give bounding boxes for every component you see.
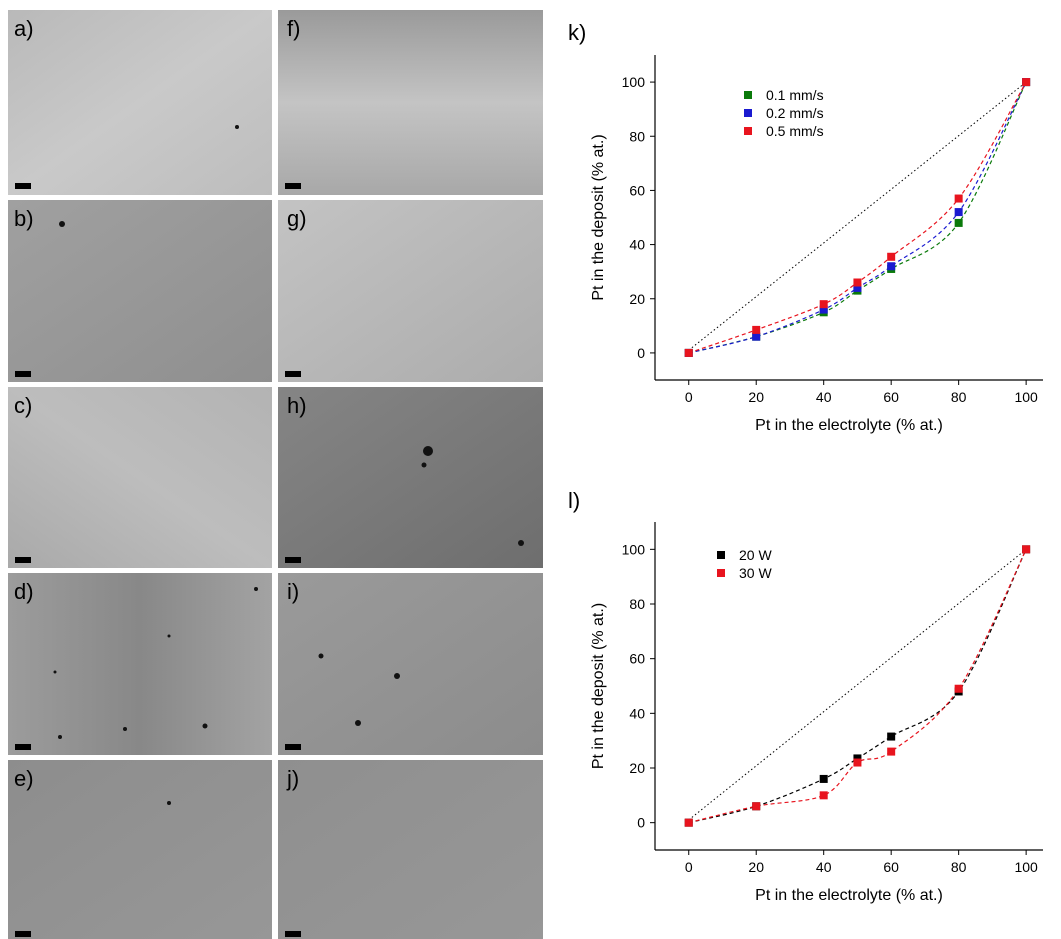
data-point [955, 208, 963, 216]
sem-image [278, 760, 543, 939]
data-point [853, 759, 861, 767]
legend-label: 30 W [739, 565, 772, 581]
data-point [853, 279, 861, 287]
x-tick-label: 40 [816, 389, 832, 405]
x-tick-label: 60 [883, 859, 899, 875]
data-point [820, 791, 828, 799]
sem-image [278, 10, 543, 195]
data-point [887, 733, 895, 741]
x-tick-label: 80 [951, 859, 967, 875]
y-tick-label: 80 [629, 596, 645, 612]
y-tick-label: 100 [622, 74, 646, 90]
data-point [820, 300, 828, 308]
y-tick-label: 80 [629, 128, 645, 144]
x-tick-label: 20 [748, 389, 764, 405]
x-tick-label: 100 [1014, 859, 1038, 875]
x-tick-label: 80 [951, 389, 967, 405]
panel-label: a) [14, 16, 34, 41]
data-point [752, 802, 760, 810]
sem-image [278, 573, 543, 755]
sem-image [8, 760, 272, 939]
y-axis-label: Pt in the deposit (% at.) [590, 603, 607, 769]
panel-label: e) [14, 766, 34, 791]
data-point [955, 685, 963, 693]
fit-curve [689, 82, 1026, 353]
fit-curve [689, 82, 1026, 353]
legend-marker [744, 91, 752, 99]
y-tick-label: 40 [629, 705, 645, 721]
data-point [1022, 78, 1030, 86]
panel-label: l) [568, 488, 580, 513]
data-point [955, 195, 963, 203]
panel-label: i) [287, 579, 299, 604]
panel-label: c) [14, 393, 32, 418]
y-tick-label: 0 [637, 815, 645, 831]
reference-line [689, 549, 1026, 820]
x-axis-label: Pt in the electrolyte (% at.) [755, 417, 943, 434]
y-tick-label: 60 [629, 651, 645, 667]
reference-line [689, 82, 1026, 350]
legend-label: 0.2 mm/s [766, 105, 824, 121]
sem-image [8, 573, 272, 755]
data-point [955, 219, 963, 227]
x-tick-label: 0 [685, 389, 693, 405]
panel-label: b) [14, 206, 34, 231]
y-tick-label: 20 [629, 760, 645, 776]
sem-image [278, 200, 543, 382]
sem-image [278, 387, 543, 568]
data-point [1022, 545, 1030, 553]
sem-image [8, 200, 272, 382]
legend-label: 0.1 mm/s [766, 87, 824, 103]
y-tick-label: 60 [629, 182, 645, 198]
x-tick-label: 60 [883, 389, 899, 405]
x-tick-label: 100 [1014, 389, 1038, 405]
y-tick-label: 40 [629, 237, 645, 253]
y-tick-label: 20 [629, 291, 645, 307]
legend-marker [717, 569, 725, 577]
data-point [752, 326, 760, 334]
legend-marker [744, 127, 752, 135]
sem-images [8, 10, 543, 939]
data-point [685, 819, 693, 827]
legend-label: 0.5 mm/s [766, 123, 824, 139]
data-point [887, 748, 895, 756]
y-axis-label: Pt in the deposit (% at.) [590, 134, 607, 300]
data-point [887, 253, 895, 261]
data-point [820, 775, 828, 783]
fit-curve [689, 549, 1026, 822]
data-point [685, 349, 693, 357]
x-tick-label: 20 [748, 859, 764, 875]
sem-image [8, 387, 272, 568]
y-tick-label: 0 [637, 345, 645, 361]
x-tick-label: 0 [685, 859, 693, 875]
panel-label: d) [14, 579, 34, 604]
legend-label: 20 W [739, 547, 772, 563]
figure: a) b) c) d) e) f) g) h) i) j) k) 0 20 40 60 80 100 0 20 40 6… [0, 0, 1061, 939]
x-axis-label: Pt in the electrolyte (% at.) [755, 887, 943, 904]
panel-label: h) [287, 393, 307, 418]
x-tick-label: 40 [816, 859, 832, 875]
panel-label: g) [287, 206, 307, 231]
data-point [887, 262, 895, 270]
fit-curve [689, 82, 1026, 353]
legend-marker [717, 551, 725, 559]
fit-curve [689, 549, 1026, 822]
legend-marker [744, 109, 752, 117]
panel-label: j) [286, 766, 299, 791]
sem-image [8, 10, 272, 195]
panel-label: f) [287, 16, 300, 41]
panel-label: k) [568, 20, 586, 45]
y-tick-label: 100 [622, 541, 646, 557]
figure-canvas: a) b) c) d) e) f) g) h) i) j) k) 0 20 40 60 80 100 0 20 40 6… [0, 0, 1061, 939]
